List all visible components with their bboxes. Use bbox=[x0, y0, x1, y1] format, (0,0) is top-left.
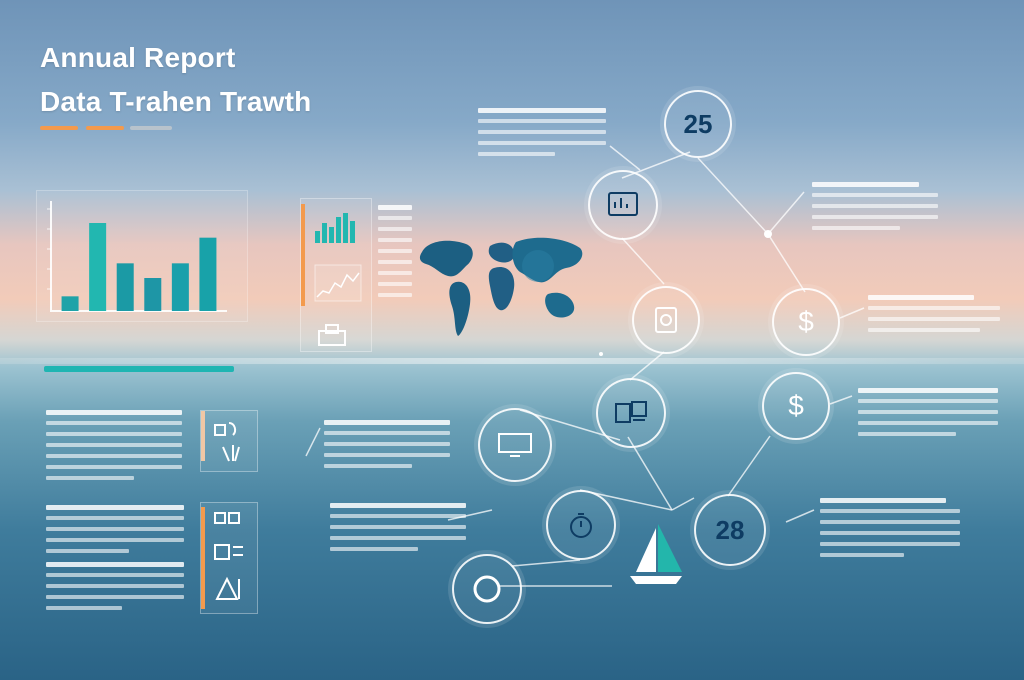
bar bbox=[116, 263, 134, 311]
bar-chart bbox=[47, 201, 227, 312]
horizon-line bbox=[0, 358, 1024, 364]
icon-panel bbox=[200, 502, 258, 614]
bar bbox=[144, 278, 162, 311]
report-subtitle: Data T-rahen Trawth bbox=[40, 86, 312, 117]
stacked-icons bbox=[214, 512, 243, 600]
text-block bbox=[858, 388, 998, 443]
mini-line-chart-icon bbox=[314, 264, 362, 302]
report-title: Annual Report bbox=[40, 42, 236, 73]
stat-value: 25 bbox=[683, 108, 713, 139]
accent-bar bbox=[86, 126, 124, 130]
stat-circle-28: 28 bbox=[694, 494, 766, 566]
sailboat-icon bbox=[630, 524, 682, 584]
text-block bbox=[820, 498, 960, 564]
document-icon bbox=[655, 307, 677, 333]
mini-chart-panel bbox=[300, 198, 372, 352]
text-block bbox=[324, 420, 450, 475]
accent-bar bbox=[40, 126, 78, 130]
stat-value: 28 bbox=[715, 514, 745, 545]
monitor-circle bbox=[478, 408, 552, 482]
bar bbox=[89, 223, 107, 311]
dollar-circle: $ bbox=[762, 372, 830, 440]
text-block bbox=[46, 410, 182, 487]
world-map-icon bbox=[419, 237, 583, 336]
stat-circle-25: 25 bbox=[664, 90, 732, 158]
bar-chart-panel bbox=[36, 190, 248, 322]
stopwatch-circle bbox=[546, 490, 616, 560]
bar bbox=[61, 296, 79, 311]
tools-icon bbox=[214, 422, 240, 462]
text-block bbox=[378, 205, 412, 304]
documents-circle bbox=[596, 378, 666, 448]
text-block bbox=[330, 503, 466, 558]
orange-strip bbox=[201, 411, 205, 461]
stopwatch-icon bbox=[570, 513, 592, 538]
chart-axis bbox=[50, 201, 227, 312]
icon-panel bbox=[200, 410, 258, 472]
ring-circle bbox=[452, 554, 522, 624]
dollar-icon: $ bbox=[788, 390, 804, 421]
tablet-chart-circle bbox=[588, 170, 658, 240]
bar bbox=[199, 237, 217, 311]
teal-underline bbox=[44, 366, 234, 372]
orange-strip bbox=[201, 507, 205, 609]
text-block bbox=[868, 295, 1000, 339]
text-block bbox=[46, 505, 184, 560]
text-block bbox=[46, 562, 184, 617]
monitor-icon bbox=[498, 433, 532, 457]
tablet-chart-icon bbox=[608, 192, 638, 216]
mini-bar-chart-icon bbox=[315, 213, 355, 243]
mini-box-icon bbox=[318, 324, 346, 346]
document-circle bbox=[632, 286, 700, 354]
ring-icon bbox=[473, 575, 501, 603]
text-block bbox=[478, 108, 606, 163]
accent-bar bbox=[130, 126, 172, 130]
dollar-icon: $ bbox=[798, 306, 814, 337]
dollar-circle: $ bbox=[772, 288, 840, 356]
bar bbox=[171, 263, 189, 311]
documents-icon bbox=[615, 401, 647, 423]
orange-strip bbox=[301, 204, 305, 306]
text-block bbox=[812, 182, 938, 237]
